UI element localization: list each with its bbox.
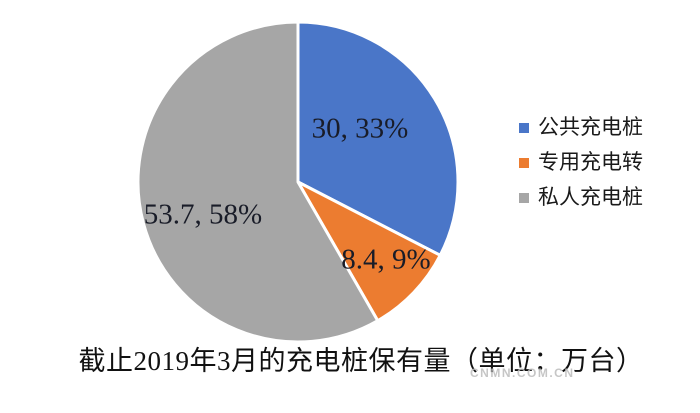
- legend-label: 专用充电转: [538, 150, 643, 174]
- pie-data-label-0: 30, 33%: [312, 113, 409, 145]
- chart-title: 截止2019年3月的充电桩保有量（单位：万台）: [78, 346, 644, 376]
- legend-label: 公共充电桩: [538, 115, 643, 139]
- legend-item-2: 私人充电桩: [519, 180, 643, 215]
- pie-slice-1: [296, 180, 442, 323]
- legend-label: 私人充电桩: [538, 185, 643, 209]
- legend: 公共充电桩 专用充电转 私人充电桩: [519, 110, 643, 215]
- legend-swatch-icon: [519, 122, 529, 133]
- pie-slice-0: [296, 20, 460, 257]
- legend-swatch-icon: [519, 192, 529, 203]
- legend-swatch-icon: [519, 157, 529, 168]
- pie-slice-2: [136, 20, 380, 344]
- legend-item-0: 公共充电桩: [519, 110, 643, 145]
- legend-item-1: 专用充电转: [519, 145, 643, 180]
- pie-data-label-2: 53.7, 58%: [144, 199, 262, 231]
- pie-data-label-1: 8.4, 9%: [341, 244, 430, 276]
- watermark: CNMN.COM.CN: [470, 366, 575, 380]
